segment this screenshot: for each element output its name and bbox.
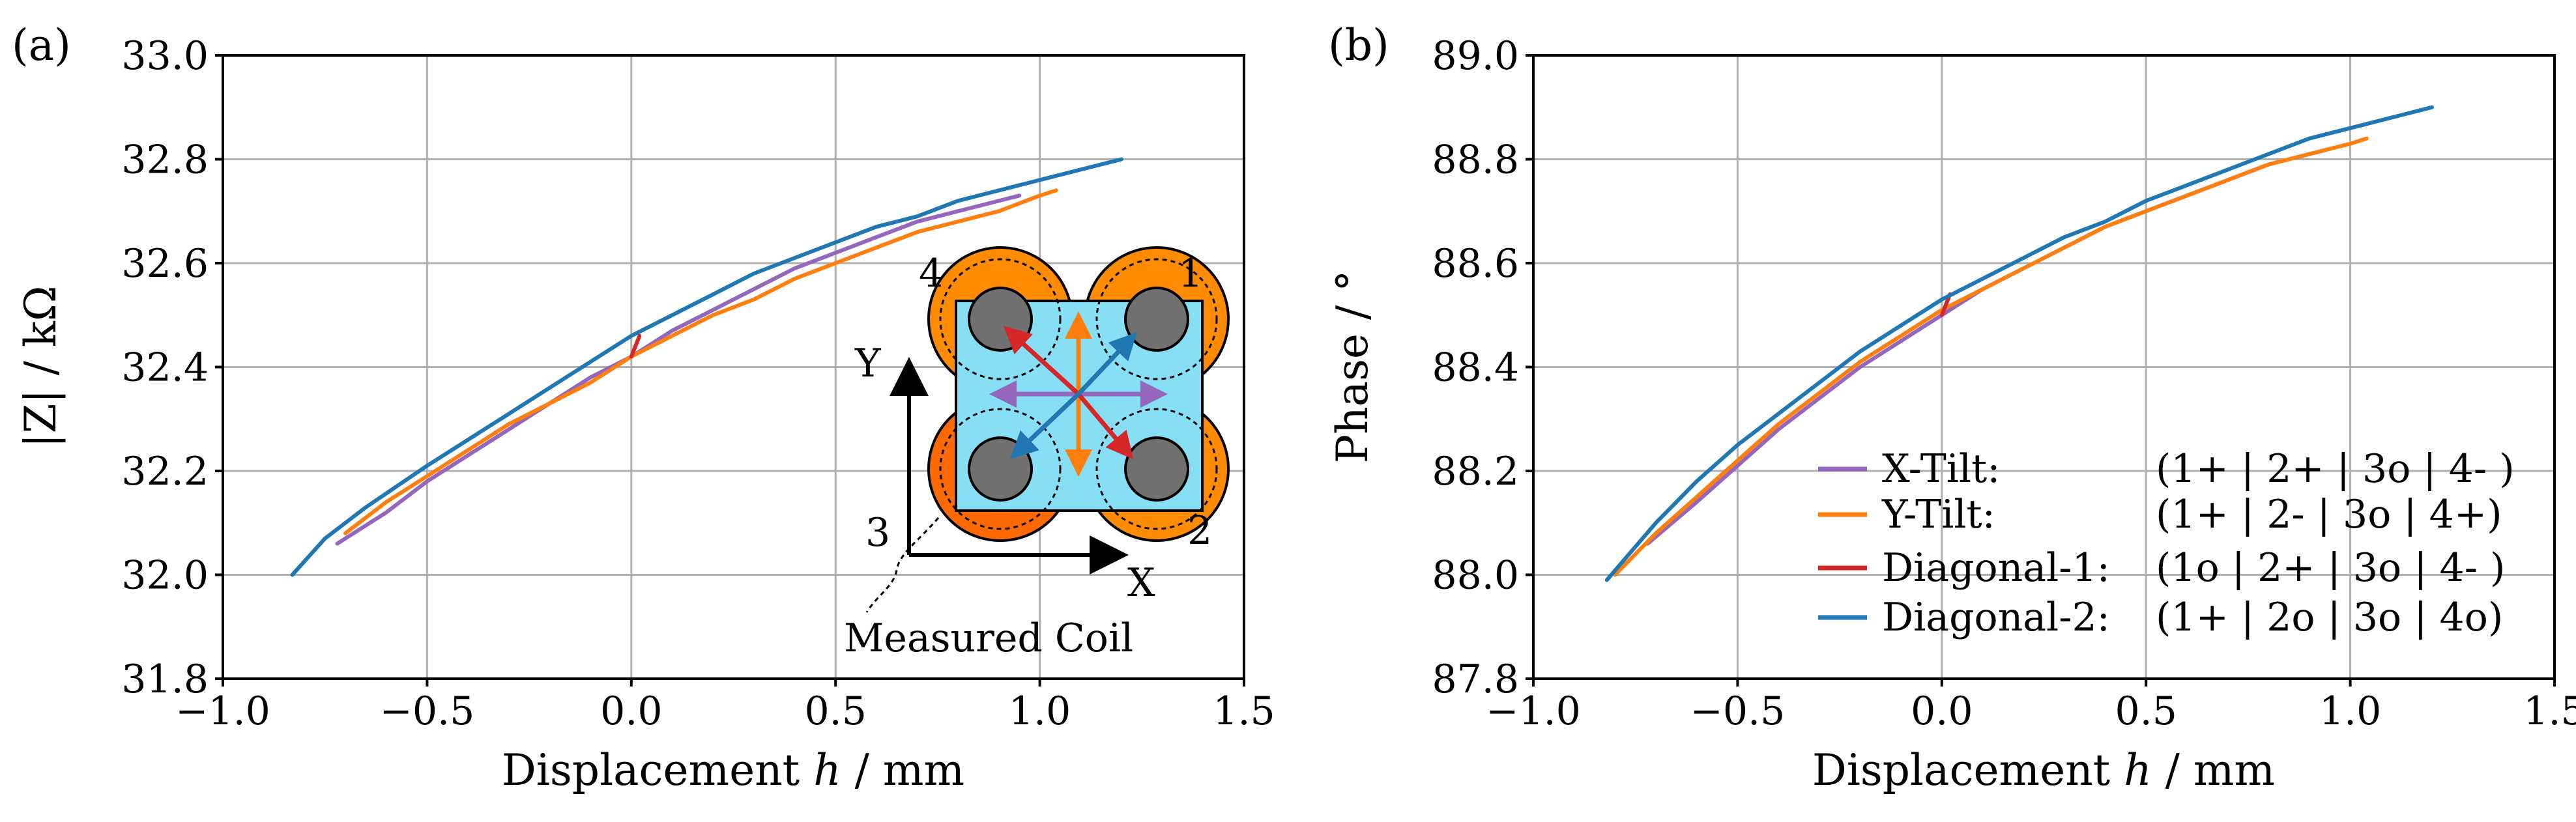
panel-b-ytick-label: 89.0 [1432, 33, 1519, 79]
panel-b-ticks: −1.0 −0.5 0.0 0.5 1.0 1.5 87.8 88.0 88.2 88.4 88.6… [1432, 33, 2576, 734]
panel-a-ytick-label: 33.0 [121, 33, 209, 79]
panel-b-label: (b) [1328, 20, 1389, 70]
legend-name-x-tilt: X-Tilt: [1882, 446, 2000, 492]
coil-4-outline [939, 258, 1062, 380]
panel-b-xlabel: Displacement h / mm [1812, 745, 2275, 795]
panel-a-series [290, 157, 1123, 577]
tilt-arrow-diag2 [1077, 332, 1137, 396]
panel-a-ytick-label: 32.6 [121, 241, 209, 287]
panel-b-xlabel-pre: Displacement [1812, 745, 2124, 795]
panel-a-ytick-label: 32.8 [121, 137, 209, 183]
panel-b-ytick-label: 88.0 [1432, 553, 1519, 599]
coil-1-outline [1095, 258, 1218, 380]
panel-a-xtick-label: −0.5 [380, 688, 475, 734]
panel-a-ytick-label: 31.8 [121, 657, 209, 702]
tilt-arrow-diag2 [1009, 392, 1080, 459]
panel-b-xtick-label: 0.0 [1911, 688, 1973, 734]
coil-number-3: 3 [865, 510, 890, 556]
tilt-arrows [989, 311, 1168, 477]
panel-b-xtick-label: 1.5 [2523, 688, 2576, 734]
panel-b-ylabel: Phase / ° [1327, 270, 1378, 463]
panel-b-xtick-label: 0.5 [2115, 688, 2177, 734]
panel-b-series [1604, 105, 2434, 582]
panel-a-ticks: −1.0 −0.5 0.0 0.5 1.0 1.5 31.8 32.0 32.2 32.4 32.6… [121, 33, 1275, 734]
legend-name-diagonal-2: Diagonal-2: [1882, 595, 2110, 640]
panel-b-ytick-label: 88.4 [1432, 345, 1519, 391]
panel-a-xlabel: Displacement h / mm [502, 745, 964, 795]
panel-b-series-diagonal-2 [1604, 105, 2434, 582]
panel-b-ytick-label: 88.6 [1432, 241, 1519, 287]
panel-b-xtick-label: −1.0 [1486, 688, 1581, 734]
coil-2-outline [1095, 408, 1218, 530]
panel-b-xtick-label: 1.0 [2319, 688, 2381, 734]
panel-b-xtick-label: −0.5 [1690, 688, 1786, 734]
panel-a-label: (a) [12, 20, 71, 70]
panel-b-xlabel-post: / mm [2152, 745, 2275, 795]
coil-number-1: 1 [1178, 251, 1203, 296]
legend-name-y-tilt: Y-Tilt: [1881, 492, 1995, 537]
panel-a-xtick-label: 0.0 [600, 688, 662, 734]
legend-config-diagonal-2: (1+ | 2o | 3o | 4o) [2156, 595, 2503, 640]
tilt-arrow-diag1 [1003, 326, 1080, 396]
coil-number-2: 2 [1187, 508, 1212, 554]
legend-name-diagonal-1: Diagonal-1: [1882, 545, 2110, 591]
legend-config-diagonal-1: (1o | 2+ | 3o | 4- ) [2156, 545, 2505, 591]
panel-b-ytick-label: 88.2 [1432, 449, 1519, 494]
coil-3-outline [939, 408, 1062, 530]
measured-coil-pointer [865, 517, 940, 613]
panel-a: (a) −1.0 −0.5 0.0 0.5 1.0 1.5 31.8 32.0 32.2 32.4… [12, 20, 1275, 795]
panel-a-xtick-label: 1.5 [1213, 688, 1275, 734]
legend-config-y-tilt: (1+ | 2- | 3o | 4+) [2156, 492, 2502, 537]
y-axis-label: Y [854, 341, 882, 386]
panel-a-ytick-label: 32.2 [121, 449, 209, 494]
panel-b-ytick-label: 88.8 [1432, 137, 1519, 183]
panel-a-xtick-label: −1.0 [175, 688, 270, 734]
panel-a-series-x-tilt [335, 193, 1022, 546]
panel-a-xtick-label: 1.0 [1009, 688, 1071, 734]
panel-a-ylabel: |Z| / kΩ [16, 285, 66, 447]
panel-a-xtick-label: 0.5 [804, 688, 866, 734]
panel-a-series-diagonal-2 [290, 157, 1123, 577]
measured-coil-label: Measured Coil [844, 616, 1133, 661]
coil-schematic-inset: Y X 1 2 3 4 Measured Coil [844, 246, 1230, 661]
panel-b-ytick-label: 87.8 [1432, 657, 1519, 702]
core-1 [1124, 287, 1189, 352]
panel-b: (b) −1.0 −0.5 0.0 0.5 1.0 1.5 87.8 88.0 88.2 88.4… [1327, 20, 2576, 795]
core-2 [1124, 436, 1189, 502]
panel-a-series-y-tilt [343, 188, 1058, 535]
panel-a-xlabel-pre: Displacement [502, 745, 813, 795]
coil-number-4: 4 [919, 251, 944, 296]
panel-a-series-diagonal-1 [629, 333, 642, 359]
panel-a-xlabel-post: / mm [841, 745, 964, 795]
panel-a-ytick-label: 32.4 [121, 345, 209, 391]
panel-a-xlabel-var: h [813, 745, 841, 795]
panel-a-ytick-label: 32.0 [121, 553, 209, 599]
tilt-arrow-diag1 [1077, 392, 1134, 460]
legend-item-y-tilt: Y-Tilt: (1+ | 2- | 3o | 4+) [1818, 492, 2502, 537]
legend-item-diagonal-1: Diagonal-1: (1o | 2+ | 3o | 4- ) [1818, 545, 2505, 591]
legend-item-x-tilt: X-Tilt: (1+ | 2+ | 3o | 4- ) [1818, 446, 2515, 492]
x-axis-label: X [1127, 560, 1155, 606]
legend-item-diagonal-2: Diagonal-2: (1+ | 2o | 3o | 4o) [1818, 595, 2503, 640]
panel-b-xlabel-var: h [2124, 745, 2152, 795]
legend: X-Tilt: (1+ | 2+ | 3o | 4- ) Y-Tilt: (1+… [1818, 446, 2515, 640]
panel-b-series-y-tilt [1613, 136, 2369, 577]
legend-config-x-tilt: (1+ | 2+ | 3o | 4- ) [2156, 446, 2515, 492]
